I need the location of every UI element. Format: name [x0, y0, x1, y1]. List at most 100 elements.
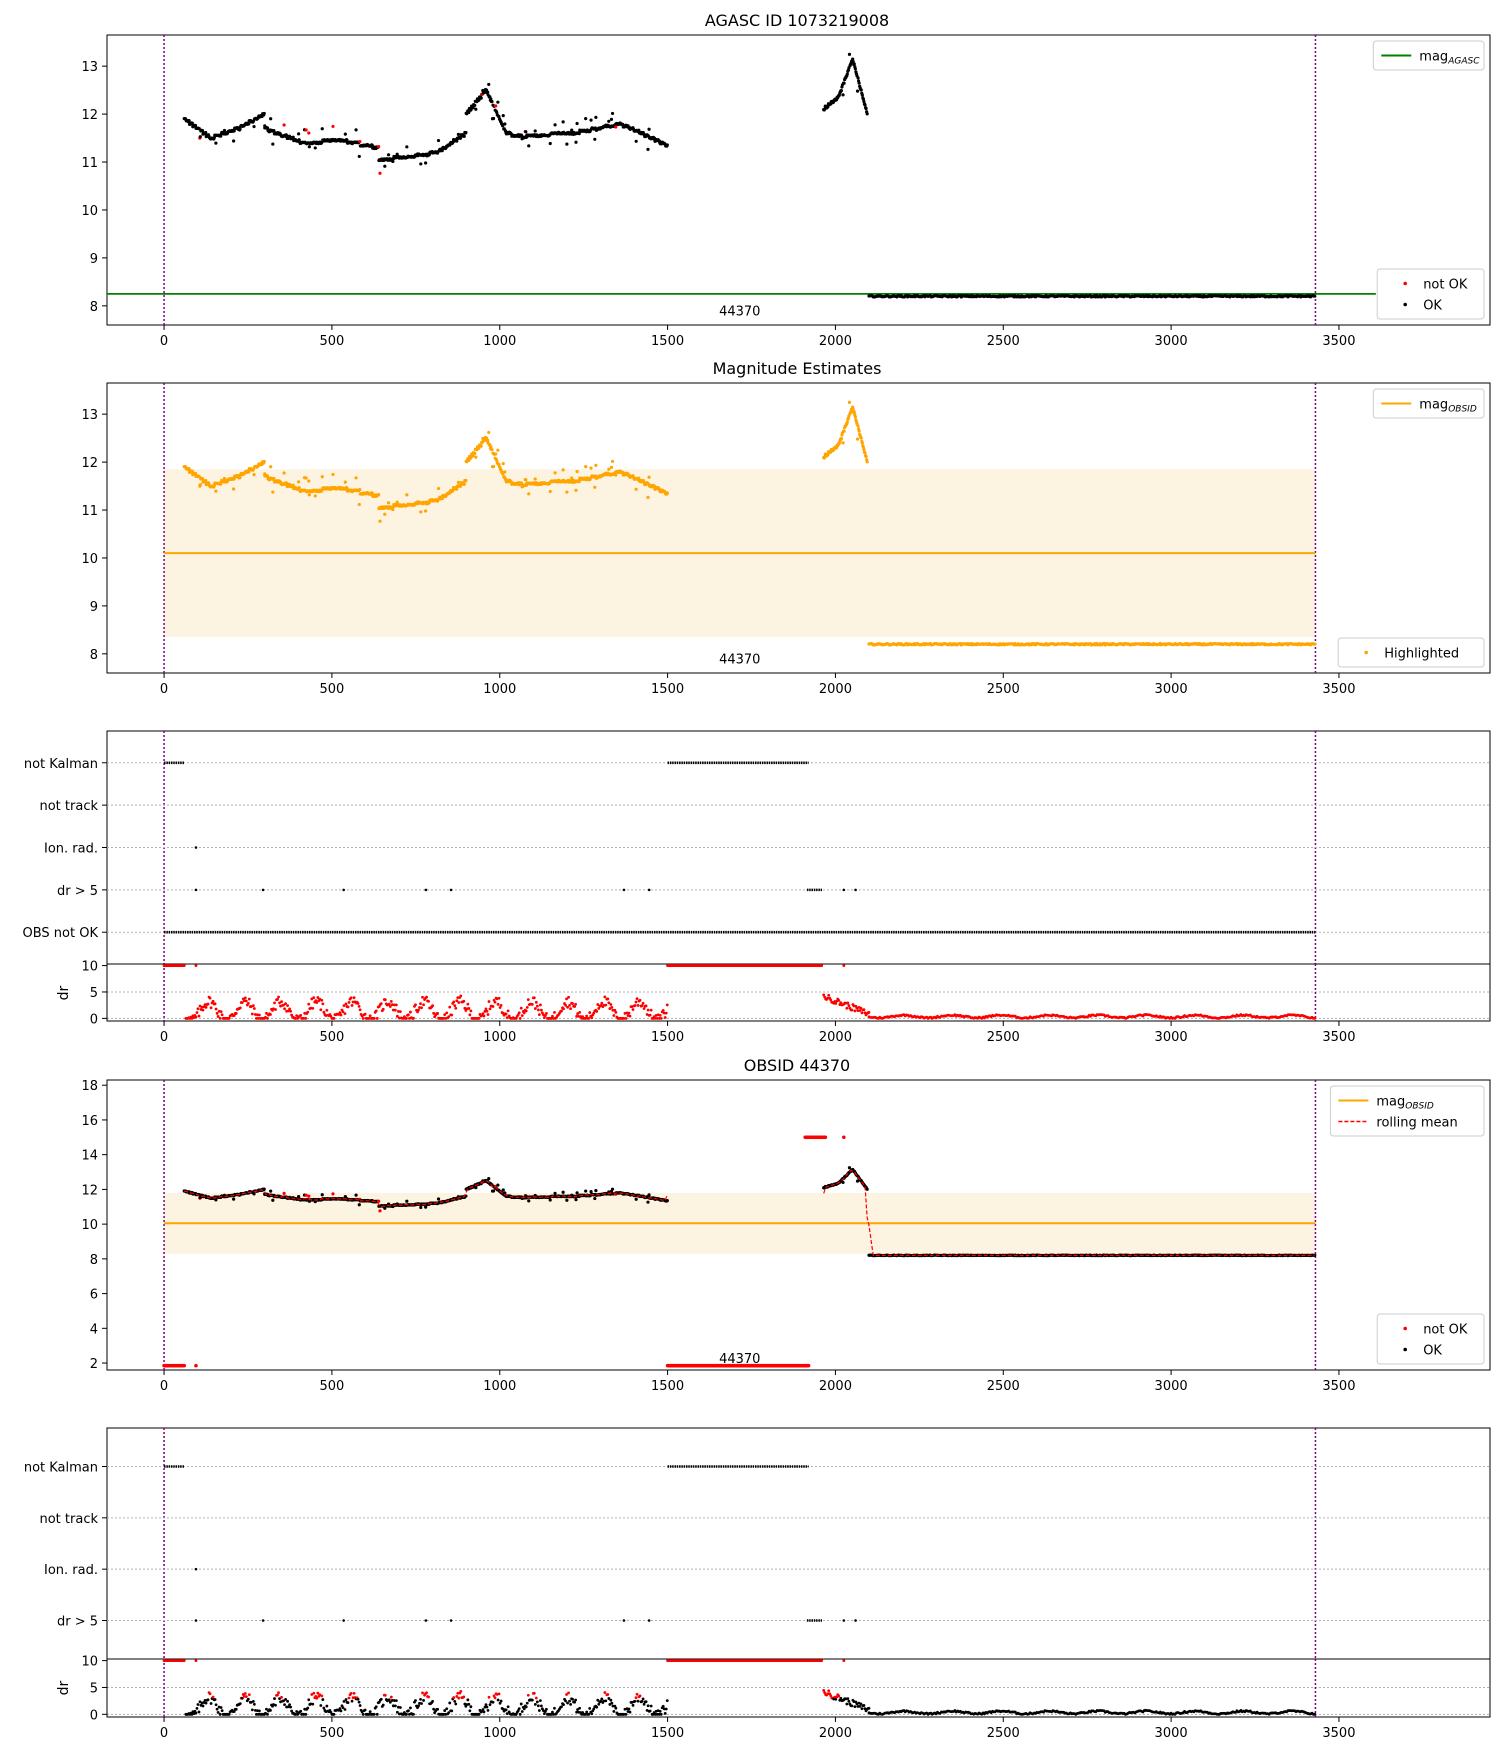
dr-point — [409, 1010, 412, 1014]
dr-point — [320, 998, 324, 1002]
dr-point — [466, 1002, 470, 1006]
axes-frame — [106, 382, 1491, 674]
data-point — [456, 480, 460, 484]
flag-point — [194, 888, 198, 892]
dr-point — [562, 1007, 565, 1011]
dr-point — [659, 1016, 663, 1020]
dr-point — [312, 996, 316, 1000]
data-point — [575, 469, 579, 474]
flag-point — [424, 888, 428, 892]
dr-point — [316, 996, 320, 999]
data-point — [474, 107, 478, 111]
dr-point — [227, 1016, 231, 1020]
dr-point — [273, 1001, 276, 1005]
dr-point — [606, 997, 610, 1001]
dr-point — [504, 1012, 508, 1016]
data-point — [222, 476, 227, 481]
data-point — [232, 477, 236, 481]
y-tick-label: 2 — [90, 1357, 98, 1372]
x-tick-label: 2000 — [819, 1030, 852, 1045]
dr-point — [519, 1006, 523, 1010]
data-point — [269, 117, 273, 121]
dr-point — [569, 1007, 572, 1011]
data-point — [238, 127, 242, 131]
dr-point — [551, 1014, 554, 1018]
dr-point — [341, 1010, 345, 1014]
dr-point — [280, 1000, 283, 1004]
x-tick-label: 500 — [319, 682, 344, 697]
dr-point — [534, 1000, 538, 1004]
data-point — [354, 128, 358, 132]
data-point — [198, 135, 202, 139]
dr-point — [215, 1011, 219, 1015]
dr-point — [845, 1006, 849, 1010]
dr-point — [484, 1007, 488, 1011]
data-point — [839, 89, 843, 93]
flag-point — [449, 888, 453, 892]
dr-point — [420, 1006, 423, 1010]
dr-point — [545, 1012, 548, 1015]
data-point — [634, 487, 638, 491]
y-tick-label: 9 — [90, 600, 98, 615]
data-point — [331, 472, 335, 477]
x-tick-label: 1500 — [651, 1379, 684, 1394]
data-point — [855, 437, 860, 441]
legend-label: Highlighted — [1384, 647, 1459, 662]
data-point — [357, 502, 361, 507]
dr-point — [436, 1012, 440, 1015]
dr-point — [194, 964, 198, 967]
data-point — [377, 493, 381, 497]
dr-point — [820, 964, 824, 967]
data-point — [313, 146, 317, 150]
dr-point — [214, 1007, 218, 1011]
data-point — [561, 1190, 565, 1194]
legend: magOBSID — [1372, 388, 1485, 419]
data-point — [436, 486, 441, 491]
data-point — [464, 478, 468, 483]
data-point — [553, 1191, 557, 1195]
data-point — [862, 100, 866, 104]
dr-point — [578, 1010, 582, 1014]
dr-point — [612, 1014, 616, 1017]
data-point — [491, 1189, 496, 1193]
data-point — [307, 145, 311, 149]
y-tick-label: 11 — [81, 504, 98, 519]
data-point — [204, 478, 208, 483]
data-point — [471, 454, 475, 458]
dr-point — [276, 997, 279, 1001]
y-tick-label: 13 — [81, 408, 98, 423]
data-point — [593, 137, 597, 141]
data-point — [519, 481, 524, 485]
dr-point — [628, 1014, 632, 1018]
dr-point — [405, 1016, 408, 1020]
dr-point — [417, 1008, 420, 1012]
dr-point — [357, 1004, 361, 1008]
dr-point — [603, 995, 607, 999]
data-point — [473, 103, 477, 108]
flag-point — [194, 846, 198, 849]
x-tick-label: 1000 — [483, 1030, 516, 1045]
data-point — [269, 1189, 273, 1193]
y-tick-label: 4 — [90, 1322, 98, 1337]
data-point — [548, 489, 552, 494]
data-point — [214, 141, 218, 145]
data-point — [501, 462, 505, 466]
dr-point — [611, 1008, 615, 1012]
magnitude-estimates-panel: Magnitude Estimates 0 500 1000 1500 2000 2500… — [81, 359, 1491, 697]
dr-point — [304, 1016, 308, 1020]
dr-point — [196, 1007, 200, 1011]
x-tick-label: 3000 — [1155, 682, 1188, 697]
data-point — [614, 473, 618, 477]
dr-point — [532, 996, 536, 1000]
x-tick-label: 3000 — [1155, 334, 1188, 349]
x-tick-label: 0 — [160, 334, 168, 349]
data-point — [200, 129, 205, 133]
dr-point — [445, 1011, 449, 1015]
dr-point — [587, 1016, 591, 1020]
legend-box — [1372, 388, 1485, 419]
dr-point — [592, 1011, 596, 1015]
data-point — [851, 405, 855, 409]
data-point — [378, 171, 382, 175]
x-tick-label: 1000 — [483, 1379, 516, 1394]
